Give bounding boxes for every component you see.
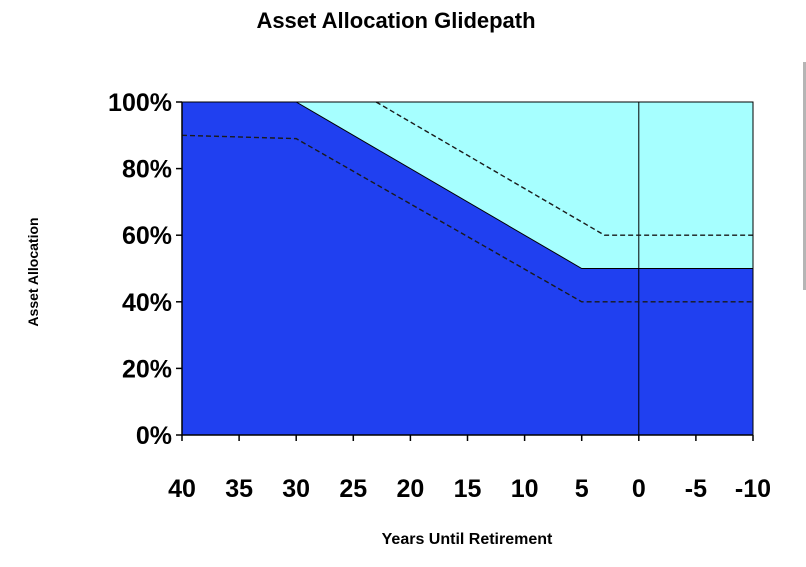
y-tick-label: 100% bbox=[108, 89, 172, 117]
x-axis-label: Years Until Retirement bbox=[382, 531, 553, 548]
x-tick-label: 25 bbox=[339, 475, 367, 503]
scrollbar-edge bbox=[803, 62, 806, 290]
x-tick-label: 5 bbox=[575, 475, 589, 503]
x-tick-label: 35 bbox=[225, 475, 253, 503]
x-tick-label: -5 bbox=[685, 475, 707, 503]
x-tick-label: 15 bbox=[454, 475, 482, 503]
x-tick-label: 40 bbox=[168, 475, 196, 503]
y-tick-label: 0% bbox=[136, 422, 172, 450]
x-tick-label: 0 bbox=[632, 475, 646, 503]
y-tick-label: 80% bbox=[122, 156, 172, 184]
x-tick-label: 20 bbox=[396, 475, 424, 503]
x-tick-label: 30 bbox=[282, 475, 310, 503]
x-tick-label: 10 bbox=[511, 475, 539, 503]
x-tick-label: -10 bbox=[735, 475, 771, 503]
y-tick-label: 20% bbox=[122, 355, 172, 383]
y-tick-label: 40% bbox=[122, 289, 172, 317]
dashed-series-1 bbox=[181, 134, 753, 303]
chart-title: Asset Allocation Glidepath bbox=[256, 8, 535, 33]
y-tick-label: 60% bbox=[122, 222, 172, 250]
y-axis-label: Asset Allocation bbox=[25, 217, 41, 326]
dashed-series-2 bbox=[375, 101, 753, 236]
plot-area: 0% 20% 40% 60% 80% 100% 40 35 30 25 20 15 10 5 0 -5 -10 bbox=[108, 89, 771, 503]
